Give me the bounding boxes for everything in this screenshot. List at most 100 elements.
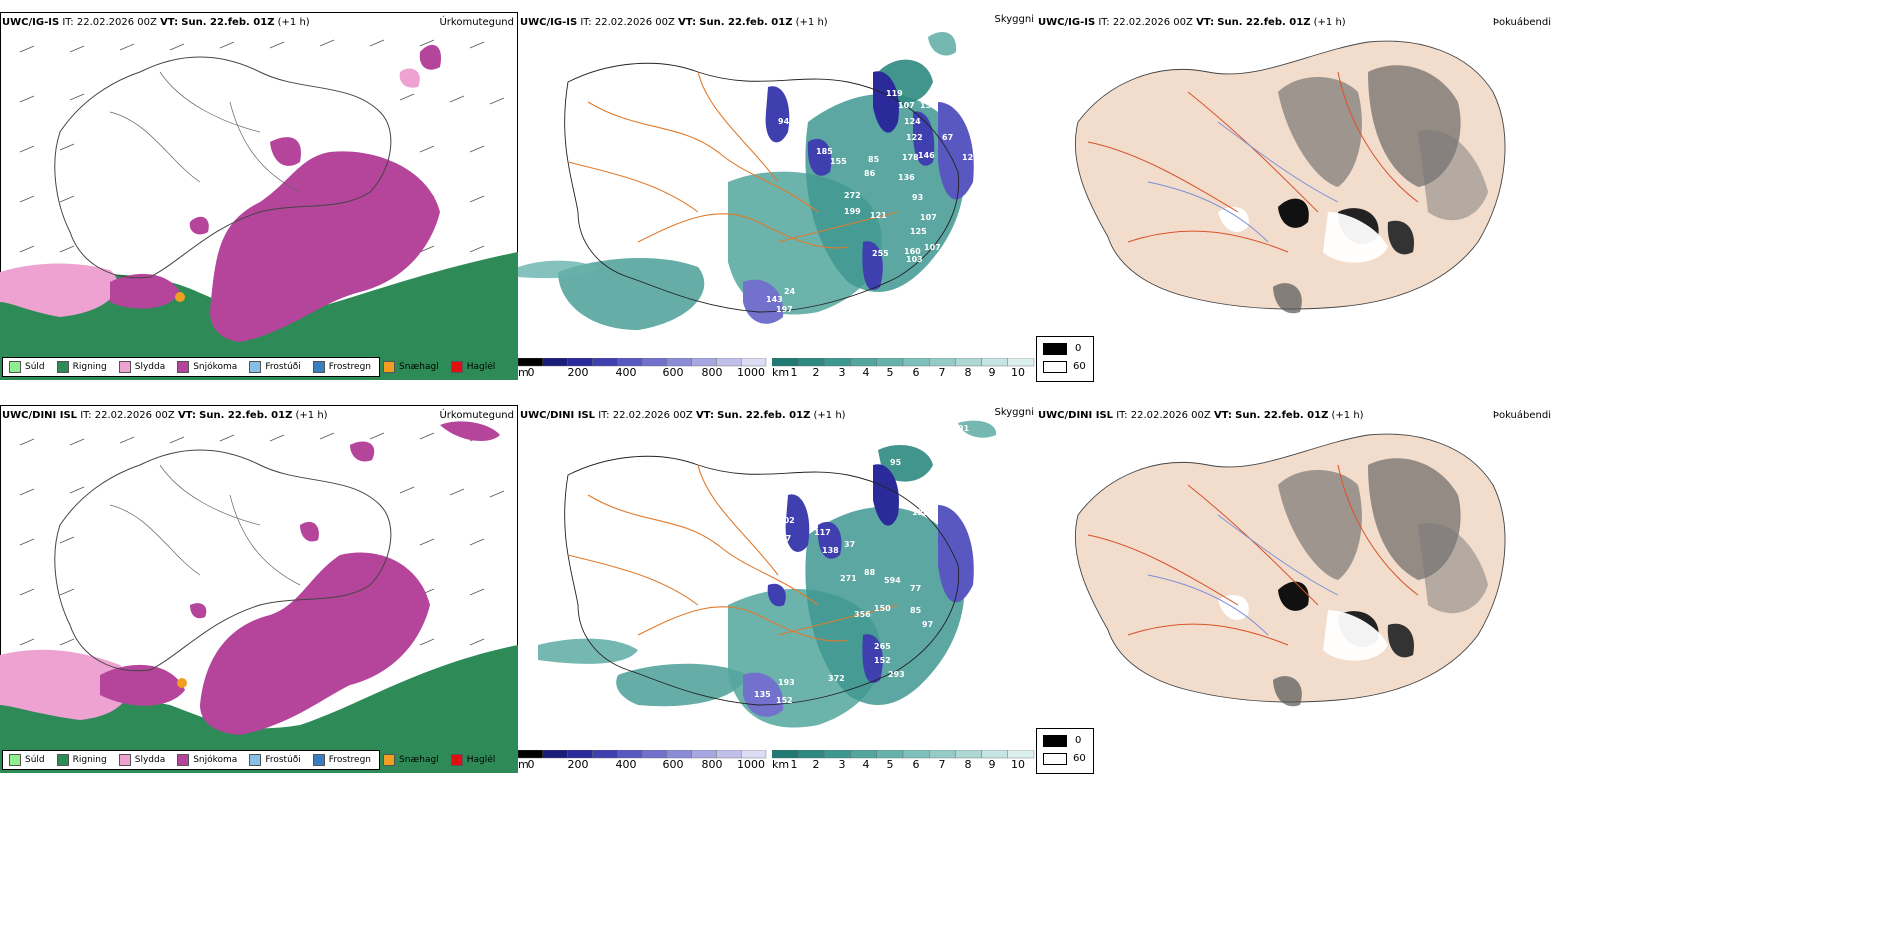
cloud-base-value: 122 bbox=[906, 133, 923, 142]
cloud-base-value: 185 bbox=[816, 147, 833, 156]
height-tick: 1000 bbox=[737, 366, 765, 379]
vis-tick: 10 bbox=[1011, 366, 1025, 379]
legend-item-snaehagl: Snæhagl bbox=[383, 754, 439, 766]
valid-time: Sun. 22.feb. 01Z bbox=[699, 17, 793, 28]
colorbar-segment bbox=[772, 358, 799, 367]
it-label: IT: bbox=[598, 410, 610, 421]
vis-tick: 9 bbox=[988, 758, 996, 771]
cloud-base-value: 193 bbox=[778, 678, 795, 687]
lead-time: (+1 h) bbox=[1331, 410, 1364, 421]
fog-legend-row2: 0 60 bbox=[1036, 728, 1094, 774]
cloud-base-value: 271 bbox=[840, 574, 857, 583]
cloud-base-value: 107 bbox=[920, 213, 937, 222]
init-time: 22.02.2026 00Z bbox=[594, 17, 675, 28]
cloud-base-value: 77 bbox=[910, 584, 921, 593]
cloud-base-value: 293 bbox=[888, 670, 905, 679]
legend-item-haglel: Haglél bbox=[450, 361, 495, 373]
legend-item-snaehagl: Snæhagl bbox=[383, 361, 439, 373]
lead-time: (+1 h) bbox=[813, 410, 846, 421]
init-time: 22.02.2026 00Z bbox=[1112, 17, 1193, 28]
vis-tick: 2 bbox=[812, 366, 820, 379]
legend-item-frostregn: Frostregn bbox=[312, 361, 371, 373]
fog-value-low: 0 bbox=[1075, 343, 1082, 354]
fog-index-map bbox=[1074, 40, 1506, 314]
visibility-unit: km bbox=[772, 758, 790, 771]
fog-index-map bbox=[1074, 433, 1506, 707]
precip-legend: Súld Rigning Slydda Snjókoma Frostúði Fr… bbox=[2, 357, 495, 377]
valid-time: Sun. 22.feb. 01Z bbox=[181, 17, 275, 28]
colorbar-segment bbox=[716, 358, 742, 367]
height-tick: 0 bbox=[527, 366, 535, 379]
vis-tick: 5 bbox=[886, 366, 894, 379]
swatch bbox=[383, 361, 396, 373]
vis-tick: 3 bbox=[838, 366, 846, 379]
cloud-base-value: 372 bbox=[828, 674, 845, 683]
cloud-base-map bbox=[518, 32, 974, 330]
fog-legend-row1: 0 60 bbox=[1036, 336, 1094, 382]
colorbar-segment bbox=[824, 358, 851, 367]
cloud-base-value: 121 bbox=[870, 211, 887, 220]
cloud-base-value: 160 bbox=[904, 247, 921, 256]
fog-panel-row2: UWC/DINI ISL IT: 22.02.2026 00Z VT: Sun.… bbox=[1038, 405, 1553, 735]
colorbar-segment bbox=[824, 750, 851, 759]
vt-label: VT: bbox=[1213, 410, 1232, 421]
height-tick: 600 bbox=[662, 366, 684, 379]
visibility-colorbar-row1: km 1 2 3 4 5 6 7 8 9 10 bbox=[772, 358, 1036, 380]
precip-panel-row1: UWC/IG-IS IT: 22.02.2026 00Z VT: Sun. 22… bbox=[0, 12, 518, 380]
vis-tick: 7 bbox=[938, 366, 946, 379]
height-tick: 800 bbox=[701, 758, 723, 771]
init-time: 22.02.2026 00Z bbox=[94, 410, 175, 421]
cloud-base-value: 86 bbox=[864, 169, 876, 178]
cloud-base-value: 93 bbox=[912, 193, 923, 202]
cloud-base-value: 125 bbox=[910, 227, 927, 236]
lead-time: (+1 h) bbox=[295, 410, 328, 421]
swatch bbox=[383, 754, 396, 766]
visibility-colorbar-row2: km 1 2 3 4 5 6 7 8 9 10 bbox=[772, 750, 1036, 772]
legend-item-snjokoma: Snjókoma bbox=[177, 754, 237, 766]
colorbar-segment bbox=[666, 358, 692, 367]
height-unit: m bbox=[518, 366, 529, 379]
it-label: IT: bbox=[1098, 17, 1110, 28]
cloud-base-value: 119 bbox=[886, 89, 903, 98]
cloud-base-value: 265 bbox=[874, 642, 891, 651]
vt-label: VT: bbox=[177, 410, 196, 421]
legend-item-slydda: Slydda bbox=[118, 754, 165, 766]
height-colorbar-row1: m 0 200 400 600 800 1000 bbox=[518, 358, 768, 380]
height-unit: m bbox=[518, 758, 529, 771]
fog-value-low: 0 bbox=[1075, 735, 1082, 746]
colorbar-segment bbox=[691, 750, 717, 759]
lead-time: (+1 h) bbox=[1313, 17, 1346, 28]
colorbar-segment bbox=[981, 358, 1009, 367]
legend-item-frostudi: Frostúði bbox=[249, 361, 301, 373]
cloud-base-value: 199 bbox=[844, 207, 861, 216]
model-name: UWC/IG-IS bbox=[1038, 17, 1096, 28]
colorbar-segment bbox=[666, 750, 692, 759]
fog-panel-row1: UWC/IG-IS IT: 22.02.2026 00Z VT: Sun. 22… bbox=[1038, 12, 1553, 342]
cloud-panel-row1: UWC/IG-IS IT: 22.02.2026 00Z VT: Sun. 22… bbox=[518, 12, 1038, 380]
vt-label: VT: bbox=[695, 410, 714, 421]
valid-time: Sun. 22.feb. 01Z bbox=[1235, 410, 1329, 421]
cloud-base-value: 124 bbox=[904, 117, 921, 126]
swatch bbox=[312, 361, 325, 373]
vt-label: VT: bbox=[678, 17, 697, 28]
cloud-base-value: 152 bbox=[776, 696, 793, 705]
visibility-unit: km bbox=[772, 366, 790, 379]
vis-tick: 1 bbox=[790, 758, 798, 771]
colorbar-segment bbox=[981, 750, 1009, 759]
colorbar-segment bbox=[850, 750, 877, 759]
header-row2-precip: UWC/DINI ISL IT: 22.02.2026 00Z VT: Sun.… bbox=[2, 410, 328, 421]
vis-tick: 1 bbox=[790, 366, 798, 379]
cloud-base-value: 128 bbox=[912, 508, 929, 517]
colorbar-segment bbox=[567, 358, 593, 367]
vis-tick: 6 bbox=[912, 758, 920, 771]
legend-item-frostregn: Frostregn bbox=[312, 754, 371, 766]
fog-index-label: Þokuábendi bbox=[1492, 17, 1551, 28]
vis-tick: 8 bbox=[964, 366, 972, 379]
fog-swatch-dark bbox=[1043, 343, 1067, 355]
swatch bbox=[312, 754, 325, 766]
cloud-base-value: 24 bbox=[784, 287, 796, 296]
model-name: UWC/DINI ISL bbox=[1038, 410, 1114, 421]
cloud-base-value: 158 bbox=[920, 101, 937, 110]
vis-tick: 9 bbox=[988, 366, 996, 379]
